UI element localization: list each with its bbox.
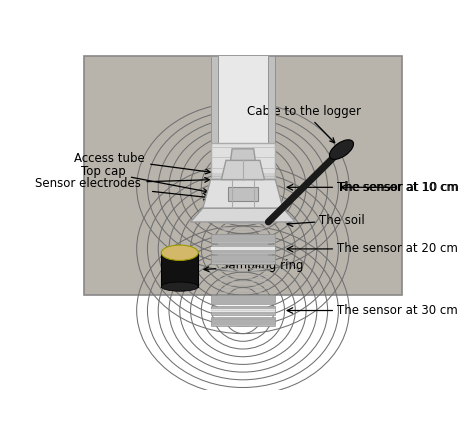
Bar	[210, 247, 275, 251]
Bar	[210, 317, 275, 326]
Bar	[210, 183, 275, 192]
Polygon shape	[203, 180, 283, 208]
Text: The sensor at 20 cm: The sensor at 20 cm	[337, 242, 458, 255]
Polygon shape	[231, 149, 255, 160]
Bar	[267, 57, 275, 143]
Text: The sensor at 10 cm: The sensor at 10 cm	[337, 181, 458, 194]
Bar	[228, 187, 258, 201]
Text: Cable to the logger: Cable to the logger	[247, 105, 361, 143]
Text: Sampling ring: Sampling ring	[204, 259, 304, 272]
Text: Sensor electrodes: Sensor electrodes	[36, 177, 210, 190]
Polygon shape	[191, 208, 295, 222]
Ellipse shape	[161, 282, 198, 291]
Bar	[210, 57, 275, 143]
Text: Top cap: Top cap	[81, 166, 208, 193]
Bar	[219, 180, 267, 195]
Bar	[219, 241, 267, 257]
Bar	[210, 255, 275, 264]
Bar	[83, 57, 402, 295]
Bar	[210, 306, 275, 315]
Bar	[210, 57, 219, 143]
Bar	[161, 253, 198, 286]
Bar	[210, 172, 275, 181]
Ellipse shape	[329, 140, 354, 159]
Text: The sensor at 30 cm: The sensor at 30 cm	[337, 304, 457, 317]
Text: Access tube: Access tube	[74, 152, 210, 174]
Bar	[210, 244, 275, 254]
Bar	[210, 143, 275, 222]
Text: The soil: The soil	[319, 214, 365, 227]
Bar	[210, 233, 275, 243]
Bar	[210, 186, 275, 189]
Bar	[210, 295, 275, 304]
Bar	[219, 303, 267, 318]
Text: The sensor at 10 cm: The sensor at 10 cm	[338, 181, 459, 194]
Polygon shape	[221, 160, 264, 180]
Ellipse shape	[161, 245, 198, 261]
Bar	[210, 309, 275, 312]
Bar	[210, 194, 275, 203]
